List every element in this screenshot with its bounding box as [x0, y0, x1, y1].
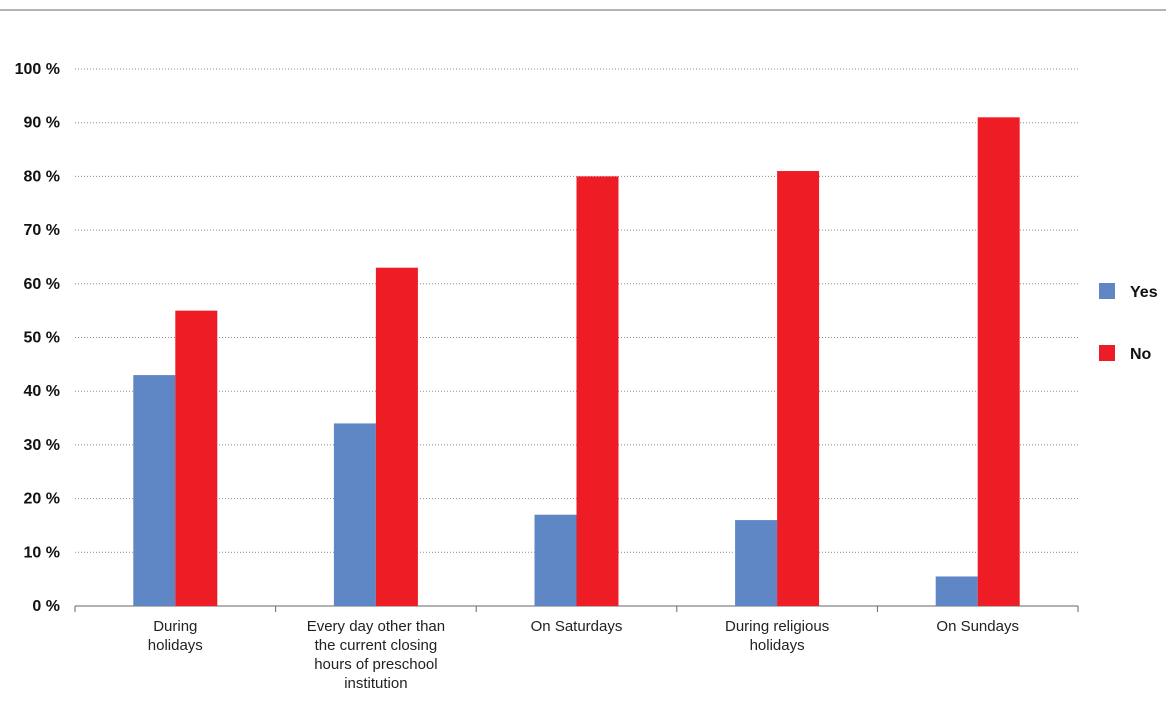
bar-yes [534, 514, 577, 606]
bar-yes [333, 423, 376, 606]
x-category-label: During religious holidays [725, 618, 829, 654]
y-tick-label: 90 % [24, 115, 60, 132]
y-tick-label: 10 % [24, 544, 60, 561]
top-divider [0, 9, 1166, 11]
y-tick-label: 40 % [24, 383, 60, 400]
x-category-label: During holidays [148, 618, 203, 654]
x-category-label: On Sundays [936, 618, 1019, 635]
y-tick-label: 50 % [24, 330, 60, 347]
y-tick-label: 60 % [24, 276, 60, 293]
x-category-label: Every day other than the current closing h… [307, 618, 445, 692]
y-tick-label: 80 % [24, 168, 60, 185]
bar-yes [133, 375, 176, 606]
y-tick-label: 70 % [24, 222, 60, 239]
y-tick-label: 100 % [15, 61, 60, 78]
legend-label-no: No [1130, 346, 1152, 363]
bar-no [576, 176, 619, 606]
bar-no [977, 117, 1020, 606]
bar-yes [735, 520, 778, 606]
legend-swatch-yes [1099, 283, 1115, 299]
bar-no [777, 171, 820, 606]
legend-swatch-no [1099, 345, 1115, 361]
bar-no [175, 310, 218, 606]
bar-yes [935, 576, 978, 606]
y-tick-label: 0 % [32, 598, 60, 615]
x-category-label: On Saturdays [531, 618, 623, 635]
bar-no [375, 267, 418, 606]
y-tick-label: 20 % [24, 491, 60, 508]
legend-label-yes: Yes [1130, 284, 1158, 301]
y-tick-label: 30 % [24, 437, 60, 454]
